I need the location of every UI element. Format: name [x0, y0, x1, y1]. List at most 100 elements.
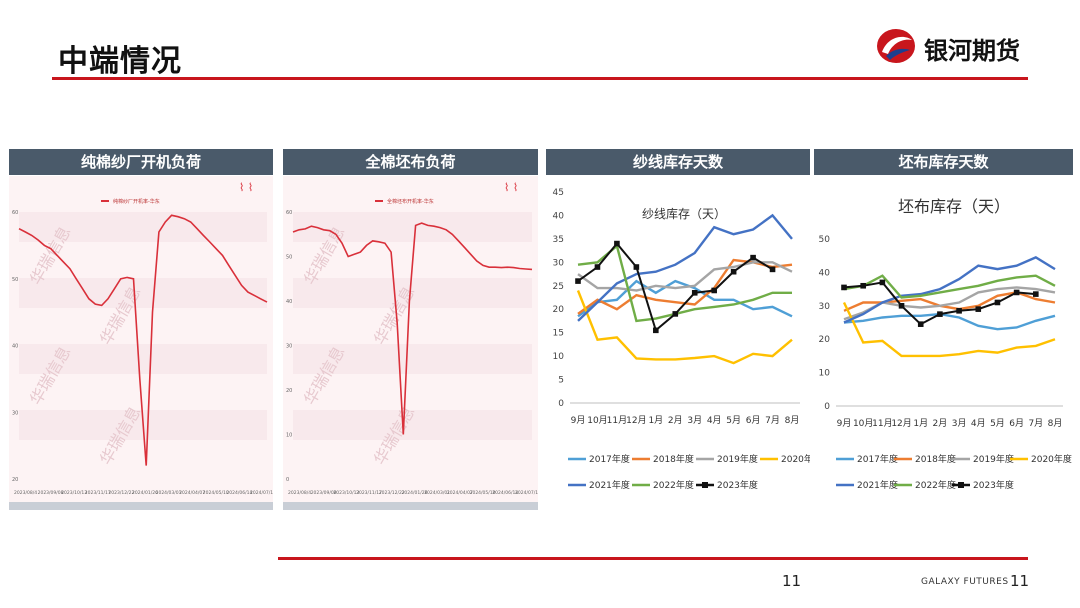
data-point [1013, 289, 1020, 296]
series-line [18, 214, 268, 466]
y-tick-label: 40 [819, 268, 831, 278]
x-tick-label: 2024/05/10 [203, 490, 229, 496]
x-tick-label: 2023/09/08 [38, 490, 64, 496]
brand-name: 银河期货 [924, 37, 1020, 65]
legend-label: 2018年度 [653, 453, 694, 465]
legend-swatch [375, 200, 383, 202]
x-tick-label: 10月 [587, 415, 607, 426]
data-point [1033, 291, 1039, 297]
series-line [843, 256, 1056, 324]
chart-spinning-load: 华瑞信息 华瑞信息 华瑞信息 华瑞信息 ⌇ ⌇ 纯棉纱厂开机率-华东 20 30 40 50 60 2… [9, 176, 276, 510]
x-tick-label: 10月 [853, 418, 873, 429]
y-tick-label: 60 [286, 210, 292, 216]
data-point [750, 254, 756, 261]
chart-greige-inventory: 坯布库存（天） 0 10 20 30 40 50 9月 10月 11月 12月 1月 2月 3月 4月 5月 6… [814, 176, 1073, 510]
x-tick-label: 8月 [1048, 418, 1063, 429]
x-tick-label: 2024/04/07 [447, 490, 473, 496]
x-tick-label: 5月 [726, 415, 741, 426]
series-line [576, 290, 793, 365]
galaxy-logo-icon [877, 29, 915, 63]
panel-header-yarn-inventory: 纱线库存天数 [546, 149, 810, 175]
data-point [730, 268, 737, 275]
legend-marker [702, 482, 708, 488]
y-tick-label: 45 [553, 188, 564, 198]
x-tick-label: 2024/01/26 [132, 490, 158, 496]
y-tick-label: 10 [819, 369, 831, 379]
x-tick-label: 4月 [971, 418, 986, 429]
grid-band [293, 278, 532, 308]
x-tick-label: 2023/08/4 [288, 490, 311, 496]
y-tick-label: 50 [819, 235, 831, 245]
x-tick-label: 2023/10/13 [333, 490, 359, 496]
header-divider [52, 77, 1028, 80]
data-point [917, 321, 924, 327]
x-tick-label: 2023/12/22 [108, 490, 134, 496]
panel-header-greige-load: 全棉坯布负荷 [283, 149, 538, 175]
legend-swatch [101, 200, 109, 202]
series-line [577, 279, 793, 318]
legend-label: 纯棉纱厂开机率-华东 [113, 198, 160, 205]
y-tick-label: 10 [286, 433, 292, 439]
data-point [898, 303, 905, 309]
x-tick-label: 4月 [707, 415, 722, 426]
x-tick-label: 9月 [837, 418, 852, 429]
legend-label: 2021年度 [589, 479, 630, 491]
y-tick-label: 25 [553, 282, 564, 292]
data-point [614, 240, 620, 247]
y-tick-label: 20 [819, 335, 831, 345]
data-point [633, 264, 640, 270]
grid-band [293, 344, 532, 374]
scroll-track [9, 502, 273, 510]
legend-label: 2020年度 [781, 453, 810, 465]
x-tick-label: 2023/12/22 [379, 490, 405, 496]
panel-header-spinning-load: 纯棉纱厂开机负荷 [9, 149, 273, 175]
x-tick-label: 2024/07/19 [250, 490, 273, 496]
y-tick-label: 20 [286, 388, 292, 394]
y-tick-label: 60 [12, 210, 18, 216]
y-tick-label: 20 [12, 477, 18, 483]
legend-label: 2019年度 [973, 453, 1014, 465]
x-tick-label: 3月 [952, 418, 967, 429]
x-tick-label: 2024/05/10 [470, 490, 496, 496]
x-tick-label: 2024/07/19 [515, 490, 538, 496]
legend-marker [958, 482, 964, 488]
legend-label: 2018年度 [915, 453, 956, 465]
x-tick-label: 2024/03/01 [424, 490, 450, 496]
y-tick-label: 0 [286, 477, 289, 483]
panel-header-greige-inventory: 坯布库存天数 [814, 149, 1073, 175]
chart-title: 坯布库存（天） [898, 197, 1010, 216]
legend-label: 全棉坯布开机率-华东 [387, 198, 434, 205]
x-tick-label: 2024/01/26 [402, 490, 428, 496]
data-point [975, 306, 982, 312]
y-tick-label: 15 [553, 329, 564, 339]
y-tick-label: 0 [824, 402, 830, 412]
y-tick-label: 30 [819, 302, 831, 312]
scroll-track [283, 502, 538, 510]
data-point [860, 282, 866, 289]
x-tick-label: 5月 [990, 418, 1005, 429]
source-mark-icon: ⌇ ⌇ [239, 181, 253, 194]
legend-label: 2020年度 [1031, 453, 1072, 465]
y-tick-label: 30 [12, 410, 18, 416]
x-tick-label: 2023/11/17 [85, 490, 111, 496]
y-tick-label: 0 [558, 399, 564, 409]
x-tick-label: 11月 [872, 418, 892, 429]
x-tick-label: 2023/08/4 [14, 490, 37, 496]
x-tick-label: 2024/06/14 [226, 490, 252, 496]
legend-label: 2017年度 [857, 453, 898, 465]
data-point [691, 290, 698, 296]
data-point [711, 287, 717, 294]
y-tick-label: 35 [553, 235, 564, 245]
data-point [994, 299, 1001, 306]
page-title: 中端情况 [58, 44, 182, 79]
x-tick-label: 7月 [765, 415, 780, 426]
source-mark-icon: ⌇ ⌇ [504, 181, 518, 194]
x-tick-label: 7月 [1028, 418, 1043, 429]
x-tick-label: 12月 [891, 418, 911, 429]
legend-label: 2022年度 [915, 479, 956, 491]
x-tick-label: 1月 [648, 415, 663, 426]
data-point [594, 264, 601, 270]
y-tick-label: 40 [286, 299, 292, 305]
brand-logo [877, 29, 915, 63]
y-tick-label: 5 [558, 376, 564, 386]
